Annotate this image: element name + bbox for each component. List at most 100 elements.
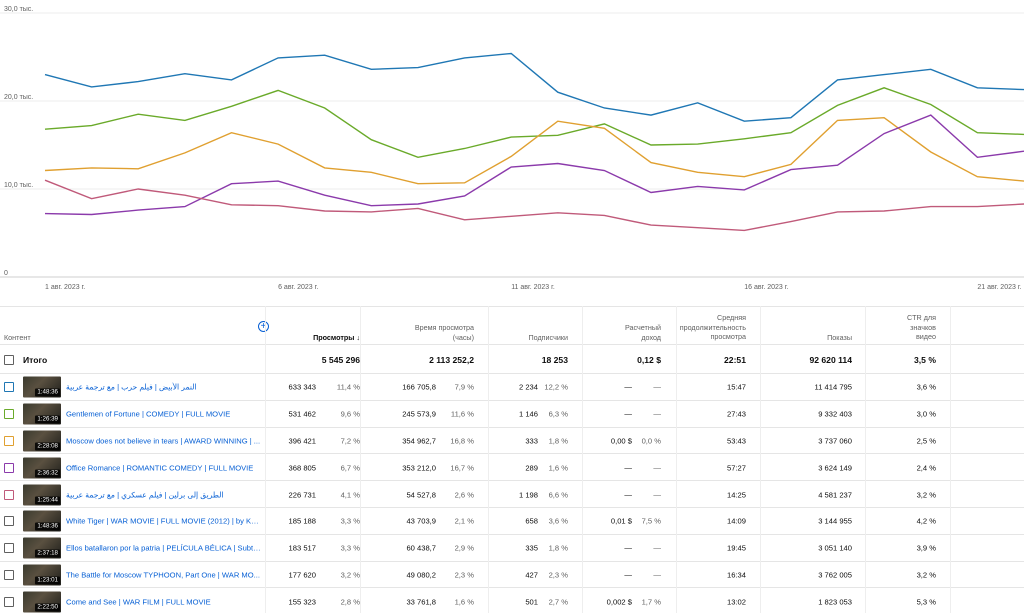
watch-time-value: 49 080,2 bbox=[406, 570, 436, 580]
subscribers-percent: 1,8 % bbox=[548, 436, 568, 446]
views-percent: 3,2 % bbox=[340, 570, 360, 580]
row-checkbox[interactable] bbox=[4, 543, 14, 554]
video-thumbnail[interactable]: 2:22:50 bbox=[23, 591, 61, 613]
subscribers-value: 289 bbox=[525, 463, 538, 473]
row-checkbox[interactable] bbox=[4, 462, 14, 473]
x-tick-label: 21 авг. 2023 г. bbox=[977, 284, 1021, 291]
watch-time-percent: 7,9 % bbox=[454, 382, 474, 392]
video-thumbnail[interactable]: 1:48:36 bbox=[23, 510, 61, 532]
table-row[interactable]: 1:48:36 White Tiger | WAR MOVIE | FULL MO… bbox=[0, 507, 1024, 535]
table-row[interactable]: 2:28:08 Moscow does not believe in tears … bbox=[0, 426, 1024, 455]
video-thumbnail[interactable]: 2:36:32 bbox=[23, 457, 61, 479]
views-percent: 4,1 % bbox=[340, 490, 360, 500]
subscribers-value: 1 146 bbox=[518, 409, 538, 419]
video-duration: 1:48:36 bbox=[35, 522, 60, 531]
impressions-value: 4 581 237 bbox=[818, 490, 852, 500]
watch-time-percent: 16,7 % bbox=[450, 463, 474, 473]
subscribers-value: 333 bbox=[525, 436, 538, 446]
header-views[interactable]: Просмотры ↓ bbox=[280, 333, 360, 343]
impressions-value: 1 823 053 bbox=[818, 597, 852, 607]
video-title[interactable]: Ellos batallaron por la patria | PELÍCUL… bbox=[66, 543, 261, 553]
total-revenue: 0,12 $ bbox=[637, 354, 661, 365]
video-duration: 2:37:18 bbox=[35, 549, 60, 558]
video-title[interactable]: Moscow does not believe in tears | AWARD… bbox=[66, 436, 261, 446]
header-content: Контент bbox=[4, 333, 31, 342]
video-title[interactable]: النمر الأبيض | فيلم حرب | مع ترجمة عربية bbox=[66, 382, 197, 392]
video-duration: 2:36:32 bbox=[35, 469, 60, 478]
revenue-value: 0,01 $ bbox=[610, 516, 632, 526]
x-tick-label: 11 авг. 2023 г. bbox=[511, 284, 555, 291]
views-value: 531 462 bbox=[288, 409, 316, 419]
video-title[interactable]: Gentlemen of Fortune | COMEDY | FULL MOV… bbox=[66, 409, 231, 419]
table-row[interactable]: 2:37:18 Ellos batallaron por la patria | … bbox=[0, 533, 1024, 562]
row-checkbox[interactable] bbox=[4, 382, 14, 393]
revenue-value: — bbox=[624, 382, 632, 392]
impressions-value: 3 762 005 bbox=[818, 570, 852, 580]
video-thumbnail[interactable]: 1:26:39 bbox=[23, 403, 61, 425]
header-avg-duration[interactable]: Средняя продолжительность просмотра bbox=[679, 313, 746, 341]
video-thumbnail[interactable]: 1:25:44 bbox=[23, 484, 61, 506]
row-checkbox[interactable] bbox=[4, 435, 14, 446]
header-impressions[interactable]: Показы bbox=[827, 333, 852, 342]
views-percent: 3,3 % bbox=[340, 516, 360, 526]
avg-duration-value: 13:02 bbox=[726, 597, 746, 607]
views-percent: 9,6 % bbox=[340, 409, 360, 419]
video-title[interactable]: Come and See | WAR FILM | FULL MOVIE bbox=[66, 597, 211, 607]
add-column-icon[interactable]: + bbox=[258, 321, 269, 332]
video-title[interactable]: الطريق إلى برلين | فيلم عسكري | مع ترجمة… bbox=[66, 490, 224, 500]
subscribers-percent: 2,7 % bbox=[548, 597, 568, 607]
row-checkbox[interactable] bbox=[4, 516, 14, 527]
header-ctr[interactable]: CTR для значков видео bbox=[906, 313, 936, 341]
video-title[interactable]: The Battle for Moscow TYPHOON, Part One … bbox=[66, 570, 260, 580]
y-tick-label: 20,0 тыс. bbox=[4, 94, 33, 101]
revenue-value: 0,002 $ bbox=[606, 597, 632, 607]
subscribers-value: 501 bbox=[525, 597, 538, 607]
watch-time-percent: 2,9 % bbox=[454, 543, 474, 553]
watch-time-value: 245 573,9 bbox=[402, 409, 436, 419]
subscribers-percent: 2,3 % bbox=[548, 570, 568, 580]
video-title[interactable]: Office Romance | ROMANTIC COMEDY | FULL … bbox=[66, 463, 254, 473]
row-checkbox[interactable] bbox=[4, 489, 14, 500]
video-title[interactable]: White Tiger | WAR MOVIE | FULL MOVIE (20… bbox=[66, 516, 261, 526]
table-row[interactable]: 2:36:32 Office Romance | ROMANTIC COMEDY … bbox=[0, 453, 1024, 481]
watch-time-percent: 2,1 % bbox=[454, 516, 474, 526]
views-percent: 6,7 % bbox=[340, 463, 360, 473]
avg-duration-value: 16:34 bbox=[726, 570, 746, 580]
revenue-percent: — bbox=[653, 570, 661, 580]
subscribers-percent: 3,6 % bbox=[548, 516, 568, 526]
impressions-value: 3 737 060 bbox=[818, 436, 852, 446]
impressions-value: 3 051 140 bbox=[818, 543, 852, 553]
total-subscribers: 18 253 bbox=[541, 354, 568, 365]
table-row[interactable]: 1:48:36 النمر الأبيض | فيلم حرب | مع ترجم… bbox=[0, 373, 1024, 401]
watch-time-percent: 11,6 % bbox=[450, 409, 474, 419]
row-checkbox[interactable] bbox=[4, 596, 14, 607]
views-value: 226 731 bbox=[288, 490, 316, 500]
subscribers-percent: 1,8 % bbox=[548, 543, 568, 553]
column-divider bbox=[950, 306, 951, 613]
views-percent: 7,2 % bbox=[340, 436, 360, 446]
video-thumbnail[interactable]: 1:48:36 bbox=[23, 376, 61, 398]
video-thumbnail[interactable]: 1:23:01 bbox=[23, 564, 61, 586]
revenue-value: — bbox=[624, 570, 632, 580]
row-checkbox[interactable] bbox=[4, 409, 14, 420]
ctr-value: 2,4 % bbox=[916, 463, 936, 473]
revenue-value: — bbox=[624, 490, 632, 500]
header-watch-time[interactable]: Время просмотра (часы) bbox=[414, 323, 474, 342]
table-row[interactable]: 1:25:44 الطريق إلى برلين | فيلم عسكري | م… bbox=[0, 480, 1024, 508]
ctr-value: 3,2 % bbox=[916, 490, 936, 500]
table-row[interactable]: 2:22:50 Come and See | WAR FILM | FULL MO… bbox=[0, 587, 1024, 615]
video-thumbnail[interactable]: 2:28:08 bbox=[23, 430, 61, 452]
video-thumbnail[interactable]: 2:37:18 bbox=[23, 537, 61, 559]
revenue-percent: — bbox=[653, 382, 661, 392]
row-checkbox[interactable] bbox=[4, 569, 14, 580]
avg-duration-value: 15:47 bbox=[726, 382, 746, 392]
series-line bbox=[44, 116, 1024, 185]
ctr-value: 3,0 % bbox=[916, 409, 936, 419]
total-checkbox[interactable] bbox=[4, 354, 14, 365]
header-subscribers[interactable]: Подписчики bbox=[528, 333, 568, 342]
revenue-percent: 0,0 % bbox=[641, 436, 661, 446]
table-row[interactable]: 1:23:01 The Battle for Moscow TYPHOON, Pa… bbox=[0, 560, 1024, 589]
watch-time-value: 353 212,0 bbox=[402, 463, 436, 473]
header-revenue[interactable]: Расчетный доход bbox=[624, 323, 661, 342]
table-row[interactable]: 1:26:39 Gentlemen of Fortune | COMEDY | F… bbox=[0, 399, 1024, 428]
